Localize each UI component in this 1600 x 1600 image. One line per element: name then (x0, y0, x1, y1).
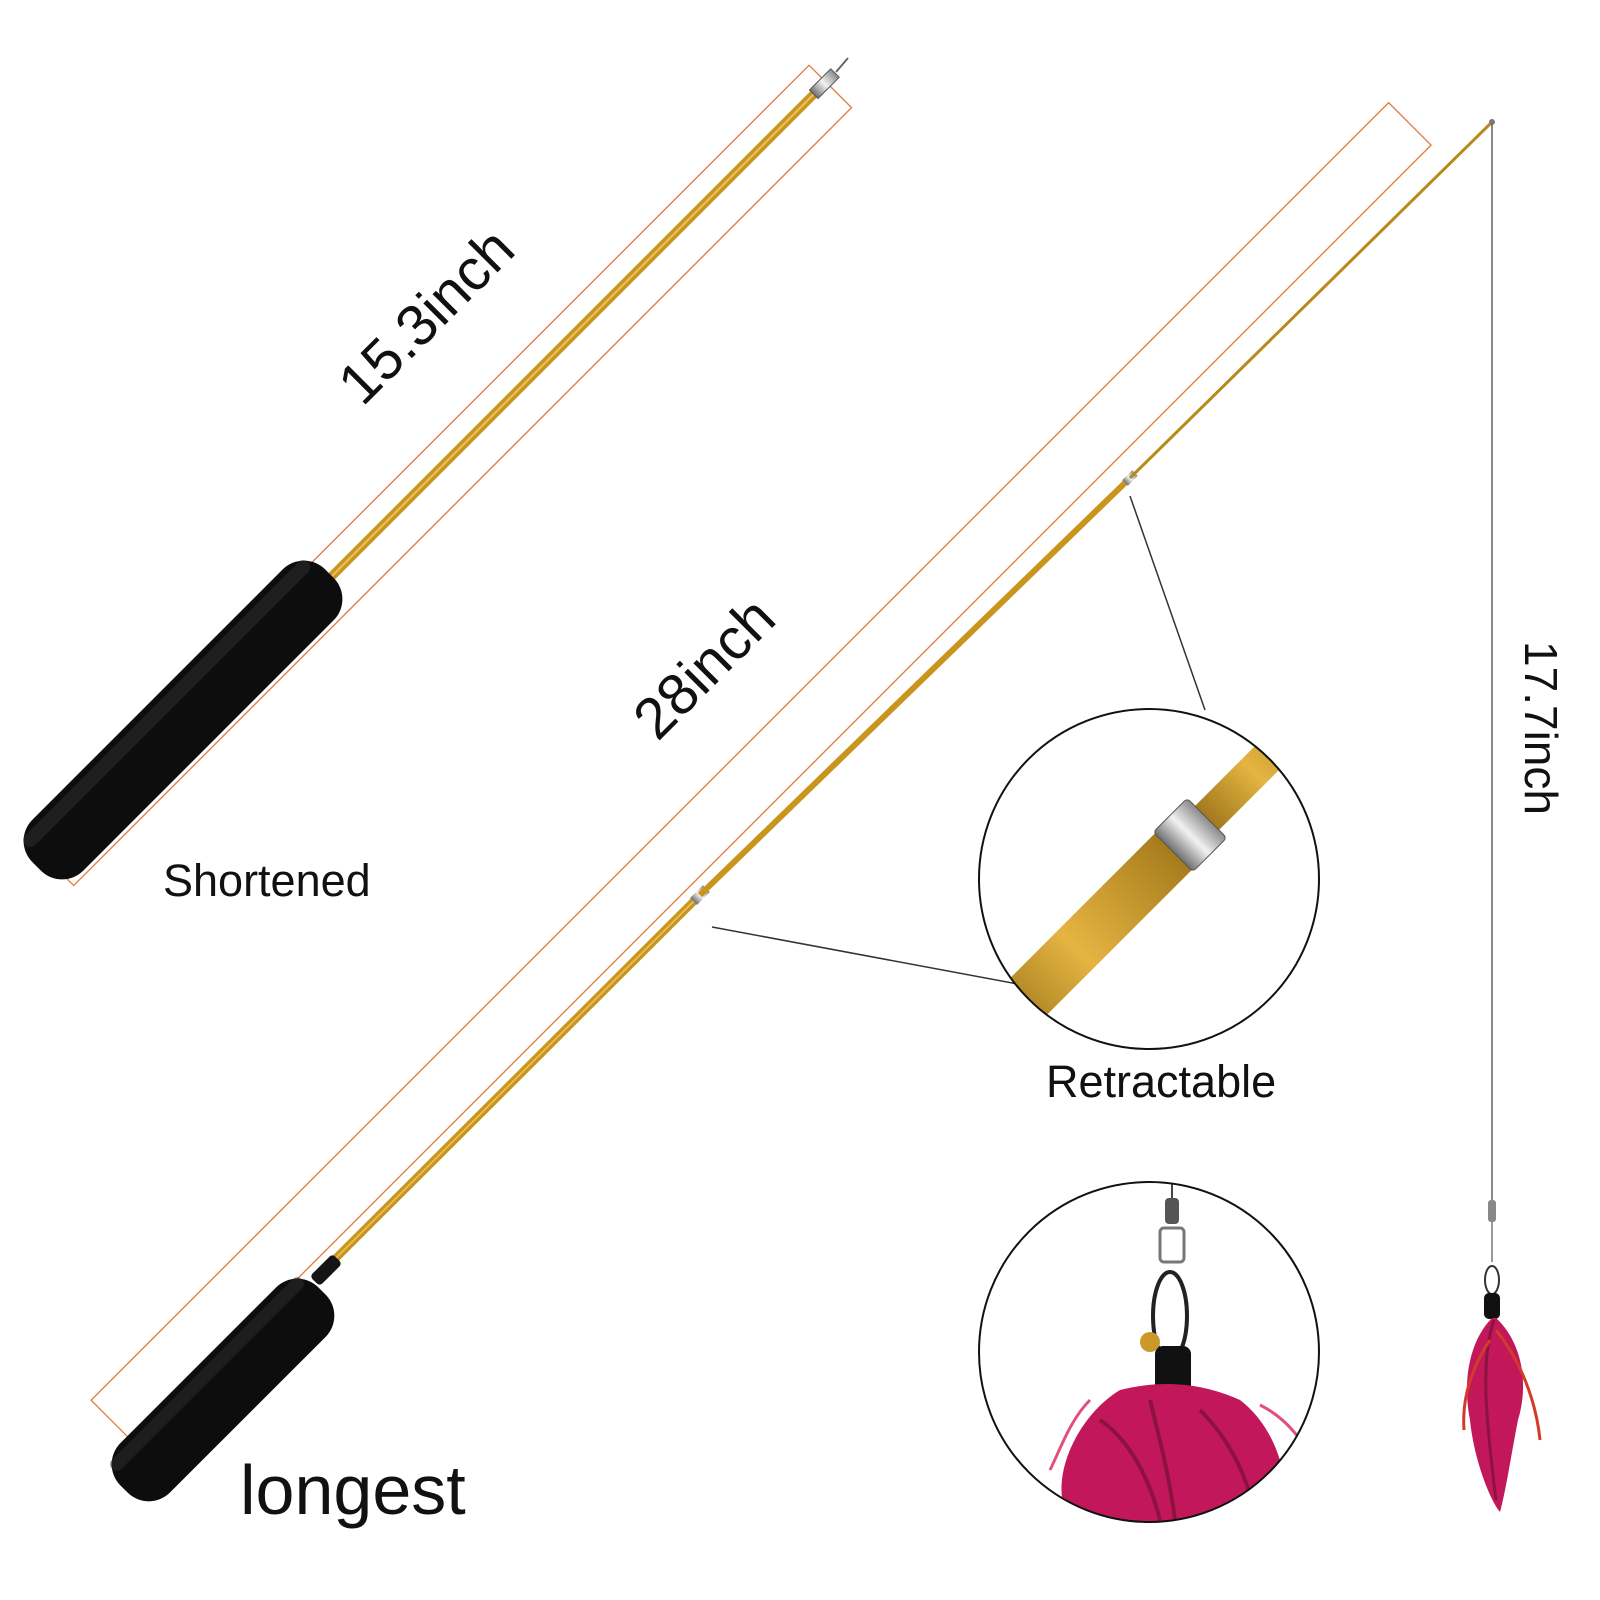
zoom-swivel (1165, 1198, 1179, 1224)
zoom-feather (1061, 1384, 1285, 1522)
string-with-feather-toy (1462, 124, 1542, 1512)
longest-label: longest (240, 1451, 466, 1529)
short-length-label: 15.3inch (326, 216, 527, 417)
zoom-bell (1140, 1332, 1160, 1352)
shortened-wand (23, 57, 853, 887)
long-rod-collar (311, 1255, 341, 1285)
zoom-metal-ring (1154, 799, 1226, 871)
zoom-pointer-lower (711, 926, 1051, 991)
long-rod-middle-section (697, 475, 1133, 898)
short-rod-tip-cap (808, 68, 840, 100)
toy-cap (1484, 1293, 1500, 1319)
longest-wand (90, 101, 1495, 1502)
zoom-pointer-upper (1129, 495, 1206, 711)
long-dimension-box (90, 101, 1432, 1444)
shortened-label: Shortened (163, 855, 371, 906)
feather-zoom (978, 1181, 1320, 1523)
long-length-label: 28inch (621, 585, 788, 752)
string-length-label: 17.7inch (1515, 641, 1567, 815)
long-rod-tip-section (1128, 122, 1492, 480)
short-rod-handle (23, 560, 343, 880)
long-rod-handle (111, 1278, 335, 1502)
retractable-label: Retractable (1046, 1056, 1276, 1107)
feather-toy (1466, 1318, 1524, 1512)
